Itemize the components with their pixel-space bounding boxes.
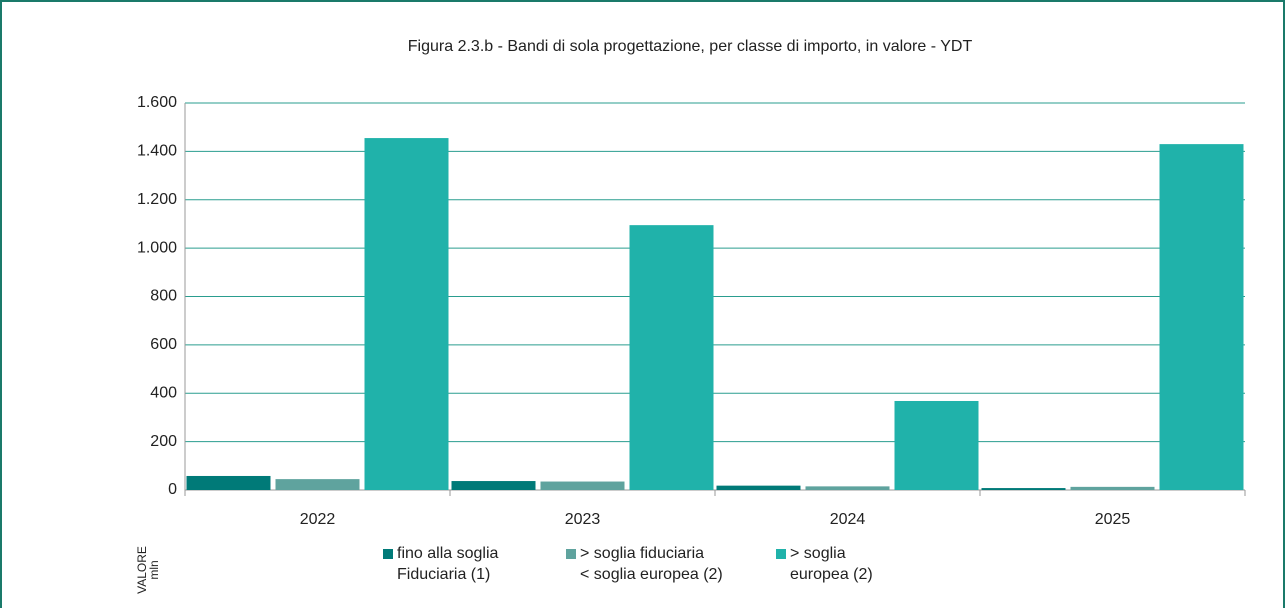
legend-swatch <box>566 549 576 559</box>
bar <box>629 225 714 490</box>
bar <box>275 479 360 490</box>
bar <box>364 138 449 490</box>
y-tick-label: 1.200 <box>137 191 177 208</box>
legend-label: > soglia europea (2) <box>790 545 873 583</box>
bar <box>981 488 1066 490</box>
bar <box>451 481 536 490</box>
chart-title: Figura 2.3.b - Bandi di sola progettazio… <box>408 38 973 55</box>
x-tick-label: 2025 <box>1095 511 1131 528</box>
y-tick-label: 600 <box>150 336 177 353</box>
y-axis-label: VALORE mln <box>135 546 161 594</box>
y-tick-label: 0 <box>168 481 177 498</box>
bar <box>1070 486 1155 490</box>
y-tick-label: 400 <box>150 384 177 401</box>
legend-label: > soglia fiduciaria < soglia europea (2) <box>580 545 723 583</box>
bar <box>716 485 801 490</box>
legend-label: fino alla soglia Fiduciaria (1) <box>397 545 499 583</box>
y-tick-label: 1.000 <box>137 239 177 256</box>
y-tick-label: 800 <box>150 288 177 305</box>
bar <box>805 486 890 490</box>
y-tick-label: 200 <box>150 433 177 450</box>
y-tick-label: 1.600 <box>137 94 177 111</box>
x-tick-label: 2023 <box>565 511 601 528</box>
legend-swatch <box>776 549 786 559</box>
bar <box>894 400 979 490</box>
bar <box>540 481 625 490</box>
bar <box>186 475 271 490</box>
x-tick-label: 2024 <box>830 511 866 528</box>
legend-swatch <box>383 549 393 559</box>
y-tick-label: 1.400 <box>137 143 177 160</box>
bar <box>1159 144 1244 490</box>
x-tick-label: 2022 <box>300 511 336 528</box>
